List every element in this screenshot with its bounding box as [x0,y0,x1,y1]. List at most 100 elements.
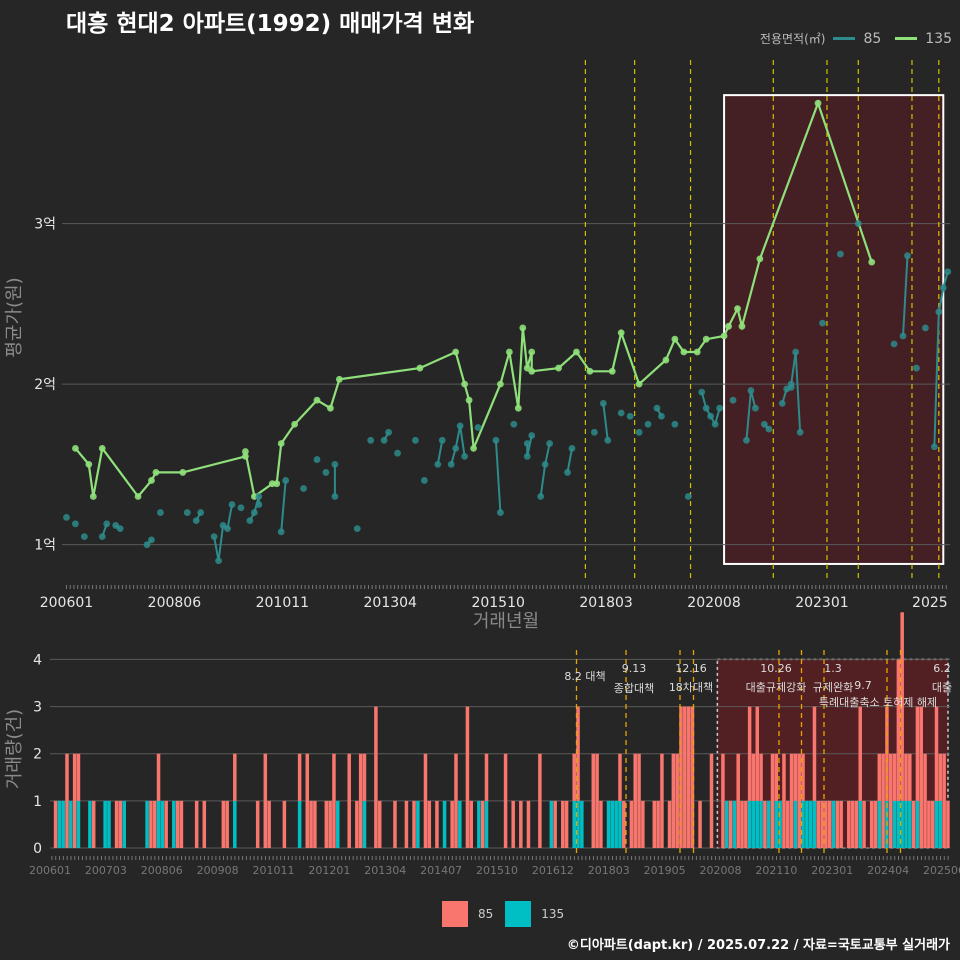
volume-bar-85 [324,800,329,848]
highlight-region [723,94,945,565]
data-point-135 [720,332,728,340]
data-point-85 [492,436,500,444]
volume-bar-135 [812,800,817,848]
series-segment-85 [494,440,502,513]
volume-bar-135 [61,800,65,848]
volume-bar-85 [850,800,855,848]
y-tick-label: 2억 [34,377,56,393]
data-point-135 [335,375,343,383]
volume-bar-85 [76,753,81,801]
volume-bar-85 [946,800,950,848]
volume-bar-85 [519,800,523,848]
data-point-85 [537,493,545,500]
volume-bar-135 [808,800,813,848]
series-segment-85 [745,390,752,441]
volume-y-tick-label: 0 [33,841,42,857]
data-point-85 [921,324,929,332]
volume-bar-135 [576,800,580,848]
volume-bar-85 [652,800,657,848]
volume-bar-135 [877,800,882,848]
x-tick-label: 201510 [471,595,524,611]
volume-bar-135 [747,800,752,848]
annotation-date: 9.7 [854,679,872,692]
volume-bar-85 [728,800,733,848]
volume-bar-85 [469,800,473,848]
data-point-85 [854,220,862,227]
data-point-135 [72,444,79,452]
source-caption: ©디아파트(dapt.kr) / 2025.07.22 / 자료=국토교통부 실… [566,938,950,953]
volume-bar-135 [618,800,622,848]
volume-bar-85 [824,800,828,848]
volume-bar-135 [156,800,161,848]
data-point-85 [255,493,263,500]
volume-y-axis-title: 거래량(건) [4,709,25,789]
volume-x-tick-label: 201304 [364,864,406,877]
volume-bar-85 [564,800,569,848]
data-point-135 [313,396,321,404]
data-point-135 [85,461,93,468]
legend-bottom-label-85: 85 [478,907,494,921]
data-point-85 [930,443,938,451]
volume-bar-85 [816,800,821,848]
data-point-85 [183,509,191,516]
series-segment-85 [436,440,444,465]
volume-x-tick-label: 201510 [476,864,518,877]
data-point-135 [497,380,504,388]
series-segment-85 [566,448,573,473]
volume-bar-85 [698,800,702,848]
volume-bar-85 [404,800,409,848]
volume-y-tick-label: 4 [33,652,42,668]
volume-bar-85 [847,800,851,848]
data-point-85 [765,425,773,433]
volume-bar-85 [751,753,756,801]
data-point-85 [935,308,943,316]
series-segment-85 [902,255,909,337]
data-point-135 [514,404,522,412]
volume-bar-85 [175,800,180,848]
data-point-85 [635,428,643,436]
volume-bar-135 [172,800,176,848]
x-tick-label: 201011 [256,595,309,611]
volume-bar-85 [297,753,302,801]
data-point-135 [452,348,460,356]
data-point-135 [465,396,473,404]
x-tick-label: 2025 [912,595,948,611]
volume-bar-85 [938,753,943,801]
volume-bar-85 [118,800,123,848]
volume-bar-85 [503,753,508,848]
data-point-85 [796,428,804,436]
data-point-85 [644,420,652,428]
data-point-85 [331,493,339,500]
volume-bar-85 [801,753,805,801]
x-tick-label: 200601 [40,595,93,611]
data-point-85 [434,461,442,468]
legend-swatch-135 [895,37,918,40]
volume-bar-85 [553,800,557,848]
volume-y-tick-label: 2 [33,747,42,763]
volume-bar-85 [862,800,866,848]
volume-y-tick-label: 1 [33,794,42,810]
volume-bar-85 [667,800,672,848]
volume-bar-135 [614,800,618,848]
data-point-85 [819,319,826,327]
volume-bar-85 [114,800,119,848]
volume-bar-85 [782,753,786,848]
volume-x-tick-label: 202506 [923,864,960,877]
data-point-85 [546,440,554,447]
volume-bar-85 [267,800,271,848]
volume-bar-135 [831,800,836,848]
volume-bar-135 [103,800,107,848]
data-point-135 [416,364,424,372]
series-segment-85 [794,351,802,433]
data-point-85 [729,396,737,404]
volume-bar-85 [927,800,931,848]
data-point-135 [662,356,670,364]
data-point-85 [497,509,504,516]
series-segment-85 [544,443,551,465]
data-point-135 [98,444,106,452]
volume-bar-135 [766,800,771,848]
volume-bar-85 [179,800,184,848]
volume-bar-85 [362,753,367,801]
data-point-85 [716,404,724,412]
volume-bar-85 [412,800,416,848]
